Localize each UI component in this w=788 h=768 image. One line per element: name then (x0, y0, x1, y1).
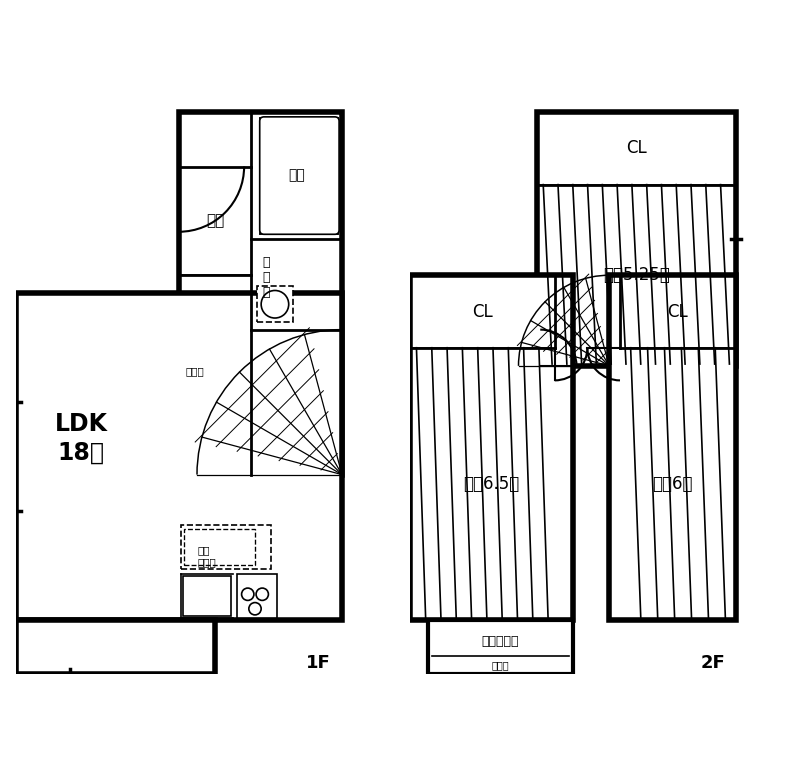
Bar (16, 293, 342, 620)
Text: 1F: 1F (307, 654, 331, 672)
Text: CL: CL (472, 303, 492, 320)
Circle shape (242, 588, 254, 601)
Bar (257, 286, 293, 323)
Bar (184, 529, 255, 565)
Text: CL: CL (626, 139, 647, 157)
Bar (237, 574, 277, 617)
Bar (183, 576, 232, 616)
Bar (428, 620, 573, 674)
Text: 玄関: 玄関 (206, 214, 225, 228)
Text: LDK
18帖: LDK 18帖 (54, 412, 107, 465)
FancyBboxPatch shape (260, 117, 339, 234)
Bar (179, 112, 342, 475)
Bar (609, 275, 736, 620)
Text: 工勾手: 工勾手 (492, 660, 509, 670)
Text: 洗
面
室: 洗 面 室 (262, 256, 269, 299)
Text: CL: CL (667, 303, 689, 320)
Circle shape (261, 290, 288, 318)
Text: 洋室6.5帖: 洋室6.5帖 (463, 475, 519, 493)
Text: 下駄箱: 下駄箱 (186, 366, 205, 376)
Bar (410, 275, 573, 620)
Text: 浴室: 浴室 (288, 168, 305, 183)
Text: 2F: 2F (701, 654, 725, 672)
Text: 洋室6帖: 洋室6帖 (652, 475, 693, 493)
Text: 洋室5.25帖: 洋室5.25帖 (603, 266, 670, 284)
Text: 床下
点検口: 床下 点検口 (197, 545, 216, 567)
Circle shape (249, 603, 261, 615)
Bar (537, 112, 736, 366)
Bar (180, 525, 271, 569)
Circle shape (256, 588, 269, 601)
Bar (16, 620, 215, 674)
Text: バルコニー: バルコニー (481, 635, 519, 648)
